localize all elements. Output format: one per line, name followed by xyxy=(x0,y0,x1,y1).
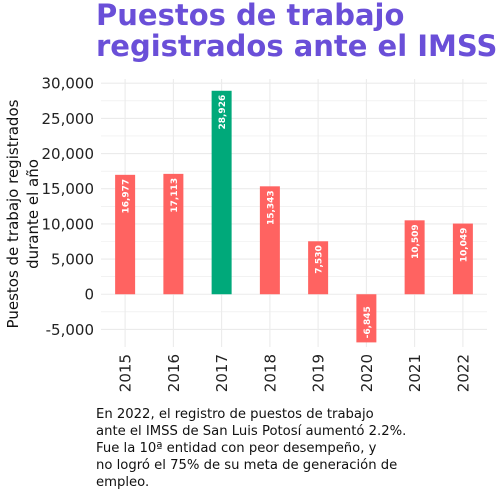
x-tick-label: 2018 xyxy=(261,354,279,392)
x-tick-label: 2022 xyxy=(454,354,472,392)
gridlines xyxy=(101,79,487,347)
y-tick-label: 5,000 xyxy=(51,251,94,269)
bar-value-label: 28,926 xyxy=(218,95,228,130)
bar-2022 xyxy=(452,223,473,295)
caption-line-4: no logró el 75% de su meta de generación… xyxy=(96,458,398,473)
chart-caption: En 2022, el registro de puestos de traba… xyxy=(96,406,496,491)
bar-value-label: 16,977 xyxy=(122,179,132,214)
chart-title: Puestos de trabajo registrados ante el I… xyxy=(96,0,498,63)
y-tick-label: 0 xyxy=(84,286,94,304)
y-axis-label-line-1: Puestos de trabajo registrados xyxy=(4,99,22,328)
bar-value-label: 10,509 xyxy=(411,224,421,259)
bar-2018 xyxy=(259,186,280,295)
x-tick-label: 2015 xyxy=(117,354,135,392)
caption-line-2: ante el IMSS de San Luis Potosí aumentó … xyxy=(96,424,407,439)
bar-2019 xyxy=(308,241,329,295)
y-tick-label: 20,000 xyxy=(42,145,95,163)
bar-2020 xyxy=(356,294,377,343)
bar-2016 xyxy=(163,173,184,295)
y-axis-ticks: -5,000 0 5,000 10,000 15,000 20,000 25,000 30,0… xyxy=(42,75,95,339)
bar-value-labels: 16,977 17,113 28,926 15,343 7,530 -6,845 10,50… xyxy=(122,95,470,339)
chart-title-line-2: registrados ante el IMSS xyxy=(96,29,498,63)
y-tick-label: 10,000 xyxy=(42,215,95,233)
x-tick-label: 2020 xyxy=(358,354,376,392)
y-axis-label-line-2: durante el año xyxy=(24,159,42,269)
y-tick-label: 25,000 xyxy=(42,110,95,128)
bar-value-label: 15,343 xyxy=(266,190,276,225)
bars xyxy=(115,90,473,343)
bar-value-label: -6,845 xyxy=(363,306,373,338)
x-tick-label: 2016 xyxy=(165,354,183,392)
chart-title-line-1: Puestos de trabajo xyxy=(96,0,405,32)
x-tick-label: 2017 xyxy=(213,354,231,392)
bar-2015 xyxy=(115,174,136,295)
bar-value-label: 17,113 xyxy=(170,178,180,213)
caption-line-1: En 2022, el registro de puestos de traba… xyxy=(96,407,374,422)
caption-line-5: empleo. xyxy=(96,475,150,490)
x-tick-label: 2021 xyxy=(406,354,424,392)
bar-value-label: 10,049 xyxy=(459,228,469,263)
y-tick-label: -5,000 xyxy=(46,321,94,339)
bar-2021 xyxy=(404,220,425,295)
x-tick-label: 2019 xyxy=(310,354,328,392)
y-tick-label: 15,000 xyxy=(42,180,95,198)
caption-line-3: Fue la 10ª entidad con peor desempeño, y xyxy=(96,441,377,456)
bar-2017 xyxy=(211,90,232,295)
y-tick-label: 30,000 xyxy=(42,75,95,93)
bar-value-label: 7,530 xyxy=(315,245,325,273)
x-axis-ticks: 2015 2016 2017 2018 2019 2020 2021 2022 xyxy=(117,354,473,392)
